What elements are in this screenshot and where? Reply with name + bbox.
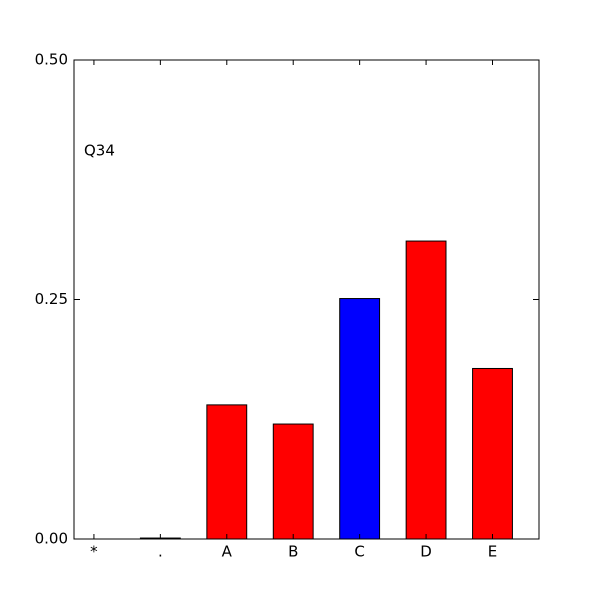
bar — [472, 367, 513, 540]
x-tick-label: A — [222, 543, 233, 561]
x-tick-label: C — [354, 543, 364, 561]
x-tick-label: . — [158, 543, 163, 561]
plot-frame — [73, 59, 540, 540]
bar — [206, 404, 248, 540]
x-tick-label: E — [488, 543, 497, 561]
x-tick-label: D — [420, 543, 432, 561]
bar — [405, 240, 447, 540]
y-tick-label: 0.25 — [35, 290, 68, 308]
y-tick-label: 0.50 — [35, 51, 68, 69]
annotation: Q34 — [84, 142, 115, 160]
y-tick-label: 0.00 — [35, 530, 68, 548]
bar — [272, 423, 314, 540]
bar — [339, 298, 381, 540]
x-tick-label: B — [288, 543, 298, 561]
x-tick-label: * — [90, 543, 98, 561]
